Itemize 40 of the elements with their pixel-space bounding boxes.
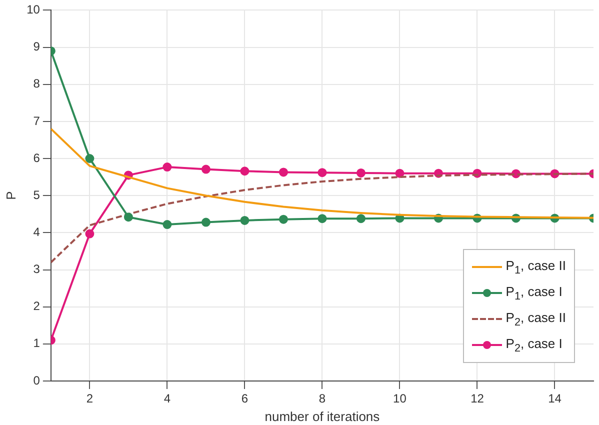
point	[201, 164, 210, 174]
y-tick-label: 6	[33, 150, 40, 165]
point	[124, 212, 133, 222]
x-axis-title: number of iterations	[264, 408, 380, 424]
y-tick-label: 0	[33, 373, 40, 388]
legend-label: P$_{2}$, case I	[506, 336, 562, 354]
y-tick-label: 9	[33, 40, 40, 54]
y-tick-label: 4	[33, 224, 40, 239]
point	[240, 166, 250, 176]
x-tick-label: 2	[86, 392, 94, 406]
point	[318, 214, 327, 224]
point	[162, 220, 172, 230]
point	[162, 162, 172, 172]
point	[278, 214, 288, 224]
y-tick-label: 10	[26, 2, 40, 17]
y-tick-label: 8	[33, 76, 40, 91]
point	[278, 168, 288, 177]
legend-label: P$_{2}$, case II	[506, 310, 566, 328]
y-tick-label: 1	[33, 336, 40, 350]
y-axis-title: P	[3, 191, 18, 200]
point	[318, 168, 327, 178]
x-tick-label: 12	[470, 392, 484, 406]
y-tick-label: 5	[33, 188, 40, 202]
point	[85, 229, 94, 238]
point	[356, 168, 366, 178]
point	[85, 154, 94, 164]
x-tick-label: 6	[241, 392, 248, 406]
point	[240, 216, 250, 225]
point	[356, 214, 366, 224]
x-tick-label: 14	[548, 392, 562, 406]
x-tick-label: 4	[164, 392, 171, 406]
legend-label: P$_{1}$, case II	[506, 258, 566, 276]
point	[395, 168, 404, 178]
legend-label: P$_{1}$, case I	[506, 284, 562, 302]
y-tick-label: 3	[33, 262, 40, 276]
y-tick-label: 7	[33, 114, 40, 128]
x-tick-label: 10	[393, 392, 407, 406]
point	[201, 218, 210, 227]
y-tick-label: 2	[33, 299, 40, 314]
x-tick-label: 8	[318, 392, 326, 406]
